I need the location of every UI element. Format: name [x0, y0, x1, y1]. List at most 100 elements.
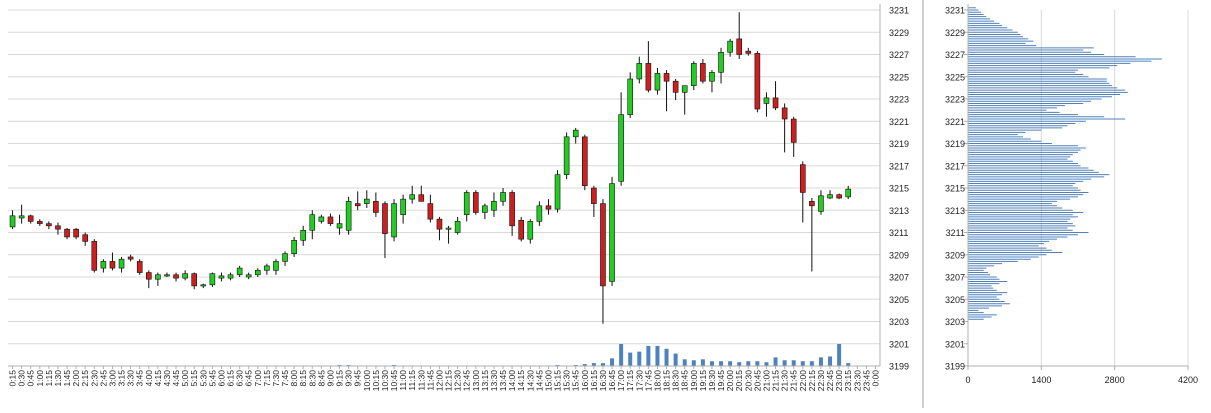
- time-tick-label: 16:30: [598, 370, 608, 392]
- volume-bar: [700, 359, 705, 366]
- candle-body: [772, 97, 779, 109]
- candle-body: [554, 174, 561, 210]
- time-tick-label: 5:00: [180, 370, 190, 387]
- profile-price-label: 3215: [945, 184, 965, 194]
- time-tick-label: 16:00: [580, 370, 590, 392]
- time-tick-label: 12:30: [453, 370, 463, 392]
- candle-body: [109, 261, 116, 269]
- candle-body: [491, 201, 497, 211]
- time-tick-label: 10:30: [380, 370, 390, 392]
- time-tick-label: 8:00: [289, 370, 299, 387]
- time-tick-label: 8:30: [307, 370, 317, 387]
- candle-body: [472, 192, 479, 213]
- time-tick-label: 11:45: [425, 370, 435, 391]
- volume-bar: [691, 360, 696, 366]
- candle-body: [545, 205, 552, 210]
- volume-bar: [791, 360, 796, 366]
- candle-body: [618, 114, 624, 182]
- volume-bar: [673, 353, 678, 366]
- candle-body: [155, 274, 161, 280]
- time-axis: 0:15 0:30 0:45 1:00 1:15 1:30 1:45 2:00 2:15 2:30…: [8, 366, 880, 392]
- volume-bar: [646, 345, 651, 366]
- candle-body: [191, 273, 198, 287]
- time-tick-label: 12:15: [444, 370, 454, 392]
- volume-bar: [664, 348, 669, 366]
- price-tick-label: 3207: [889, 273, 909, 283]
- profile-price-label: 3205: [945, 295, 965, 305]
- candle-body: [373, 201, 379, 213]
- time-tick-label: 20:30: [743, 370, 753, 392]
- time-tick-label: 2:45: [98, 370, 108, 387]
- price-tick-label: 3205: [889, 295, 909, 305]
- candle-body: [591, 187, 597, 204]
- time-tick-label: 21:00: [761, 370, 771, 392]
- volume-bar: [619, 344, 624, 366]
- time-tick-label: 1:00: [35, 370, 45, 387]
- profile-x-tick-label: 4200: [1178, 375, 1198, 385]
- candle-body: [363, 198, 370, 204]
- candle-body: [818, 195, 824, 212]
- candle-body: [100, 261, 107, 269]
- time-tick-label: 19:15: [698, 370, 708, 392]
- candle-body: [845, 188, 852, 198]
- candle-body: [672, 80, 679, 93]
- candle-body: [482, 205, 488, 213]
- candle-body: [336, 223, 343, 229]
- candle-body: [273, 261, 279, 271]
- candle-body: [663, 73, 670, 82]
- candle-body: [282, 253, 288, 262]
- profile-price-label: 3203: [945, 317, 965, 327]
- candle-body: [254, 270, 261, 276]
- time-tick-label: 4:30: [162, 370, 172, 387]
- candle-body: [27, 215, 34, 222]
- price-tick-label: 3217: [889, 161, 909, 171]
- price-tick-label: 3213: [889, 206, 909, 216]
- time-tick-label: 20:00: [725, 370, 735, 392]
- time-tick-label: 22:15: [807, 370, 817, 392]
- time-tick-label: 7:00: [253, 370, 263, 387]
- candle-body: [781, 107, 788, 120]
- time-tick-label: 5:15: [189, 370, 199, 387]
- time-tick-label: 22:00: [798, 370, 808, 392]
- time-tick-label: 7:45: [280, 370, 290, 387]
- time-tick-label: 19:45: [716, 370, 726, 392]
- candle-body: [790, 118, 797, 143]
- candle-body: [454, 221, 461, 233]
- candle-body: [436, 218, 443, 230]
- time-tick-label: 7:15: [262, 370, 272, 387]
- candle-body: [681, 85, 688, 93]
- time-tick-label: 14:45: [534, 370, 544, 392]
- candle-body: [64, 228, 70, 238]
- profile-price-label: 3211: [946, 228, 965, 238]
- volume-bar: [746, 361, 751, 366]
- volume-bar: [764, 362, 769, 366]
- candle-body: [409, 194, 416, 200]
- candle-body: [218, 275, 225, 279]
- time-tick-label: 10:15: [371, 370, 381, 392]
- candle-body: [18, 215, 25, 219]
- time-tick-label: 14:30: [525, 370, 535, 392]
- time-tick-label: 18:15: [662, 370, 672, 392]
- candle-body: [36, 221, 43, 224]
- time-tick-label: 22:30: [816, 370, 826, 392]
- candle-body: [763, 97, 770, 104]
- volume-bar: [782, 360, 787, 366]
- volume-bar: [818, 357, 823, 366]
- volume-bar: [682, 359, 687, 366]
- time-tick-label: 5:45: [207, 370, 217, 387]
- price-tick-label: 3219: [889, 139, 909, 149]
- time-tick-label: 15:00: [543, 370, 553, 392]
- time-tick-label: 0:30: [17, 370, 27, 387]
- profile-price-label: 3231: [945, 6, 965, 16]
- candle-body: [609, 183, 615, 282]
- time-tick-label: 10:45: [389, 370, 399, 392]
- time-tick-label: 0:45: [26, 370, 36, 387]
- profile-price-label: 3221: [945, 117, 965, 127]
- candle-body: [82, 234, 89, 242]
- volume-bar: [610, 358, 615, 366]
- time-tick-label: 15:15: [553, 370, 563, 392]
- time-tick-label: 13:00: [471, 370, 481, 392]
- profile-x-tick-label: 0: [965, 375, 970, 385]
- time-tick-label: 11:00: [398, 370, 408, 391]
